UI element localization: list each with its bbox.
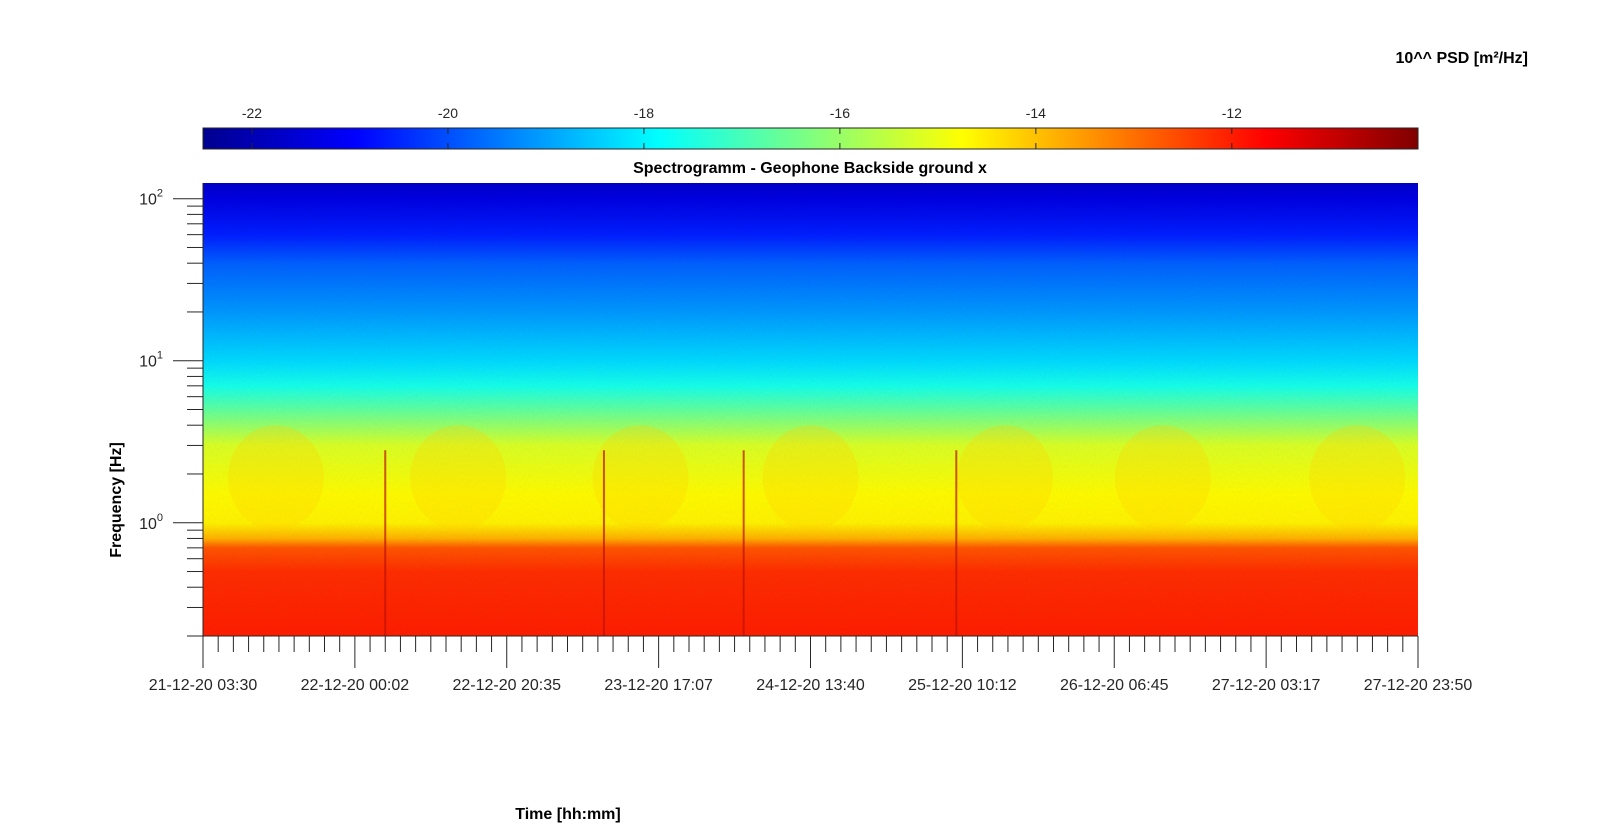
colorbar: -22 -20 -18 -16 -14 -12 (202, 105, 1419, 150)
x-tick-label: 23-12-20 17:07 (604, 677, 713, 694)
burst (1309, 425, 1406, 531)
daytime-bursts (227, 425, 1406, 636)
y-tick-label: 100 (139, 512, 163, 533)
burst (227, 425, 324, 531)
x-tick-label: 22-12-20 00:02 (301, 677, 410, 694)
chart-title: Spectrogramm - Geophone Backside ground … (633, 160, 987, 177)
burst (410, 425, 507, 531)
burst (1114, 425, 1211, 531)
colorbar-tick-label: -18 (634, 105, 654, 121)
y-axis: 100 101 102 (139, 183, 204, 637)
colorbar-tick-label: -14 (1026, 105, 1046, 121)
x-tick-label: 25-12-20 10:12 (908, 677, 1017, 694)
colorbar-label: 10^^ PSD [m²/Hz] (1396, 50, 1528, 67)
colorbar-tick-label: -22 (242, 105, 262, 121)
colorbar-tick-label: -16 (830, 105, 850, 121)
x-axis: 21-12-20 03:30 22-12-20 00:02 22-12-20 20:… (149, 635, 1473, 694)
x-tick-label: 27-12-20 23:50 (1364, 677, 1473, 694)
colorbar-tick-label: -20 (438, 105, 458, 121)
x-axis-label: Time [hh:mm] (515, 806, 620, 823)
y-axis-label: Frequency [Hz] (108, 442, 125, 558)
colorbar-strip (202, 127, 1419, 150)
y-tick-label: 102 (139, 188, 163, 209)
colorbar-ticks: -22 -20 -18 -16 -14 -12 (242, 105, 1242, 149)
x-tick-label: 27-12-20 03:17 (1212, 677, 1321, 694)
burst (592, 425, 689, 531)
burst (956, 425, 1053, 531)
spectrogram-texture (203, 183, 1418, 636)
x-tick-label: 26-12-20 06:45 (1060, 677, 1169, 694)
y-tick-label: 101 (139, 350, 163, 371)
plot-area (203, 183, 1418, 636)
x-tick-label: 22-12-20 20:35 (452, 677, 561, 694)
colorbar-tick-label: -12 (1222, 105, 1242, 121)
burst (762, 425, 859, 531)
x-tick-label: 21-12-20 03:30 (149, 677, 258, 694)
x-tick-label: 24-12-20 13:40 (756, 677, 865, 694)
